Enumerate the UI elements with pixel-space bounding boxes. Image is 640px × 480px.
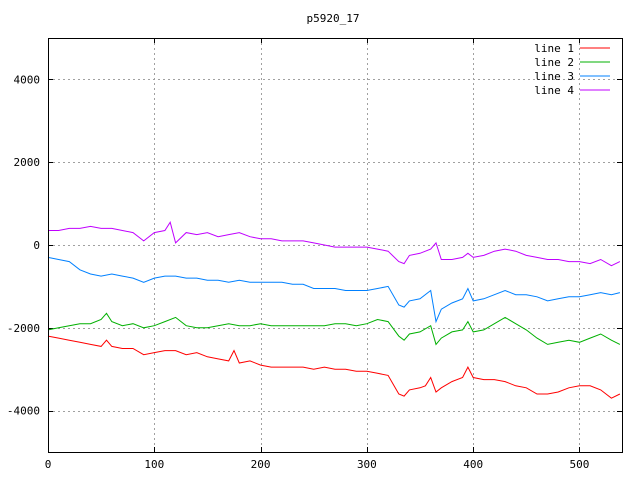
legend-label-2: line 2 <box>534 56 574 69</box>
y-tick-label: -2000 <box>7 322 40 335</box>
x-tick-label: 200 <box>251 458 271 471</box>
series-line-3 <box>47 256 621 324</box>
y-tick-label: -4000 <box>7 405 40 418</box>
series-group <box>47 220 621 399</box>
chart-title: p5920_17 <box>307 12 360 25</box>
legend-label-1: line 1 <box>534 42 574 55</box>
series-line-4 <box>48 220 621 267</box>
x-tick-label: 300 <box>357 458 377 471</box>
plot-frame <box>48 38 623 453</box>
axis-ticks: 0 100 200 300 400 500 -4000 -2000 0 2000 4000 <box>7 38 622 471</box>
y-tick-label: 4000 <box>14 73 41 86</box>
x-tick-label: 100 <box>144 458 164 471</box>
x-tick-label: 400 <box>463 458 483 471</box>
y-tick-label: 0 <box>33 239 40 252</box>
legend-label-3: line 3 <box>534 70 574 83</box>
series-line-1 <box>47 335 621 399</box>
grid <box>48 38 622 452</box>
y-tick-label: 2000 <box>14 156 41 169</box>
series-line-2 <box>47 312 621 346</box>
legend-label-4: line 4 <box>534 84 574 97</box>
x-tick-label: 0 <box>45 458 52 471</box>
x-tick-label: 500 <box>570 458 590 471</box>
